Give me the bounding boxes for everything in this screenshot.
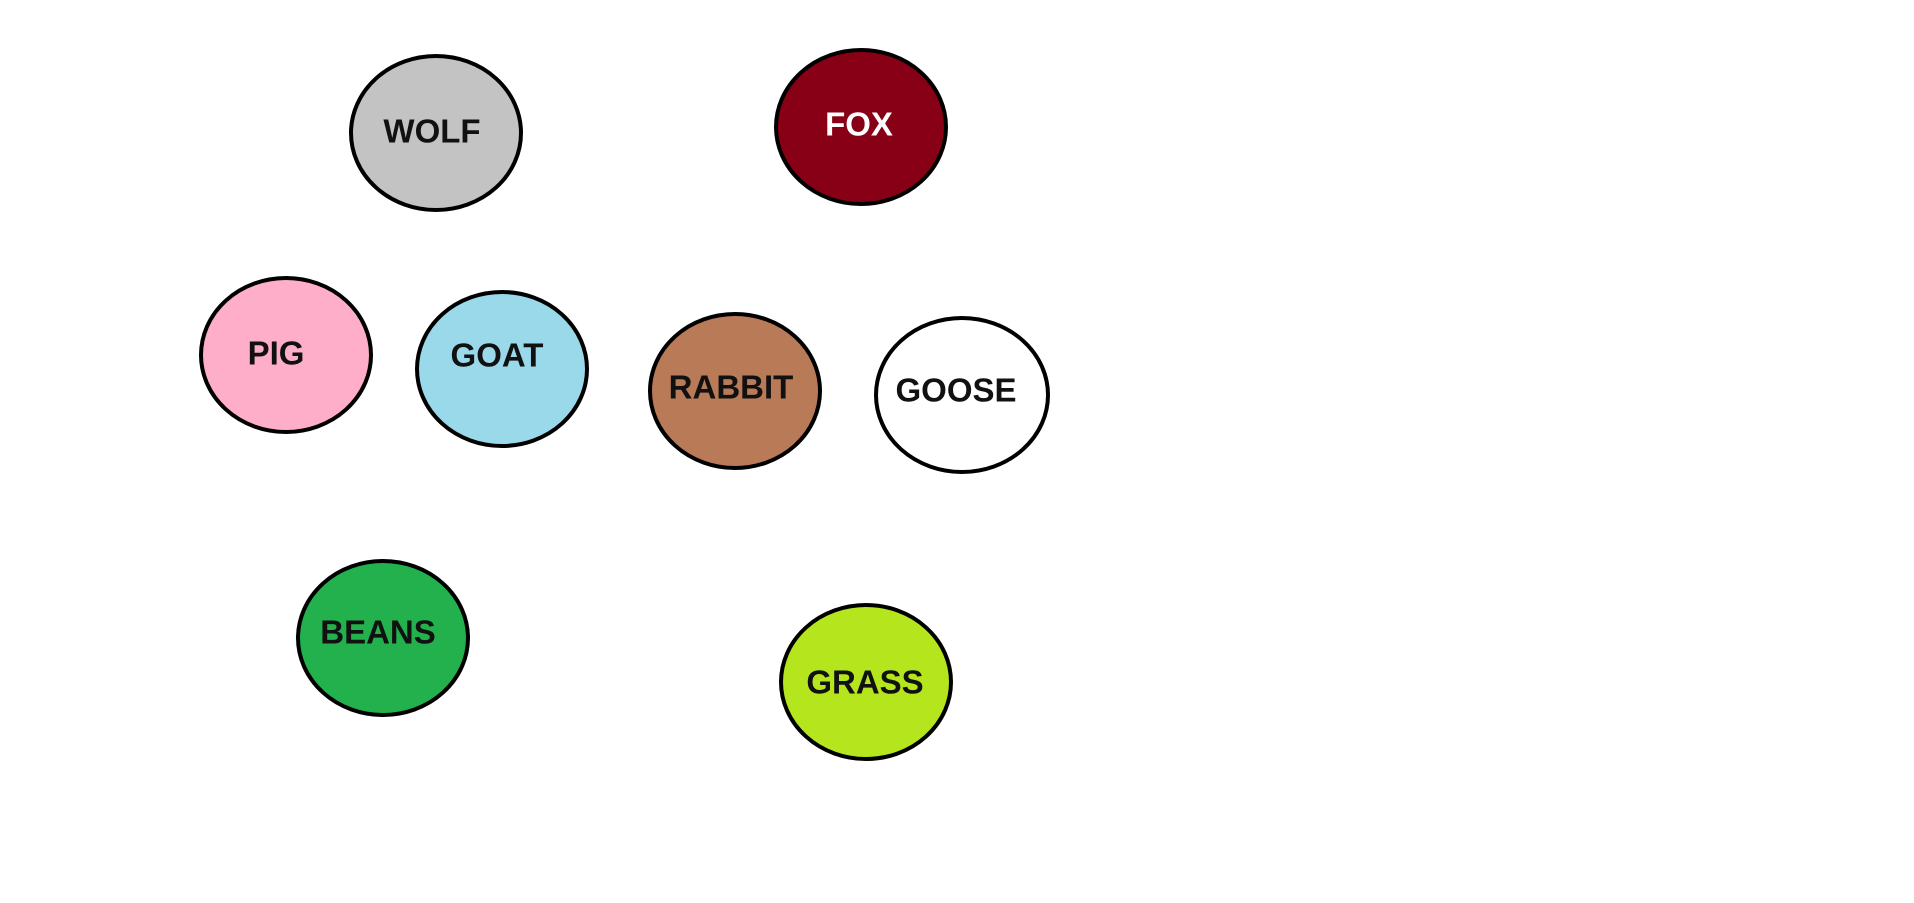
node-grass-ellipse xyxy=(779,603,953,761)
node-goat: GOAT xyxy=(415,290,589,448)
node-wolf: WOLF xyxy=(349,54,523,212)
node-rabbit: RABBIT xyxy=(648,312,822,470)
node-wolf-label: WOLF xyxy=(383,113,480,150)
node-goose-label: GOOSE xyxy=(895,372,1016,409)
node-pig-label: PIG xyxy=(248,335,305,372)
node-goose: GOOSE xyxy=(874,316,1050,474)
node-grass: GRASS xyxy=(779,603,953,761)
node-beans: BEANS xyxy=(296,559,470,717)
node-goat-ellipse xyxy=(415,290,589,448)
node-beans-ellipse xyxy=(296,559,470,717)
node-wolf-ellipse xyxy=(349,54,523,212)
node-fox-ellipse xyxy=(774,48,948,206)
node-goose-ellipse xyxy=(874,316,1050,474)
node-goat-label: GOAT xyxy=(451,337,544,374)
node-rabbit-ellipse xyxy=(648,312,822,470)
node-fox-label: FOX xyxy=(825,106,893,143)
node-fox: FOX xyxy=(774,48,948,206)
node-beans-label: BEANS xyxy=(320,614,436,651)
node-pig: PIG xyxy=(199,276,373,434)
node-pig-ellipse xyxy=(199,276,373,434)
node-rabbit-label: RABBIT xyxy=(669,369,794,406)
node-grass-label: GRASS xyxy=(806,664,923,701)
